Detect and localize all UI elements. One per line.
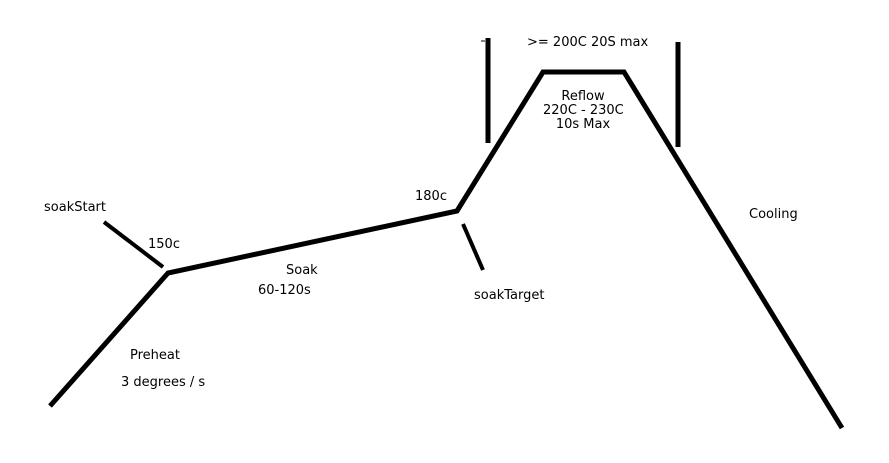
reflow-temp-label: 220C - 230C <box>543 103 624 118</box>
soak-target-pointer <box>461 223 485 271</box>
soak-start-pointer <box>102 220 165 269</box>
cooling-label: Cooling <box>749 207 798 222</box>
preheat-rate-label: 3 degrees / s <box>121 375 206 390</box>
preheat-label: Preheat <box>130 348 180 363</box>
peak-limit-label: >= 200C 20S max <box>527 35 649 50</box>
reflow-label: Reflow <box>561 89 605 104</box>
soak-start-label: soakStart <box>44 200 106 215</box>
temp-150-label: 150c <box>148 237 180 252</box>
soak-target-label: soakTarget <box>474 288 545 303</box>
reflow-time-label: 10s Max <box>555 117 611 132</box>
temp-180-label: 180c <box>415 189 447 204</box>
soak-time-label: 60-120s <box>258 283 311 298</box>
soak-label: Soak <box>286 263 318 278</box>
profile-curve <box>48 69 845 430</box>
